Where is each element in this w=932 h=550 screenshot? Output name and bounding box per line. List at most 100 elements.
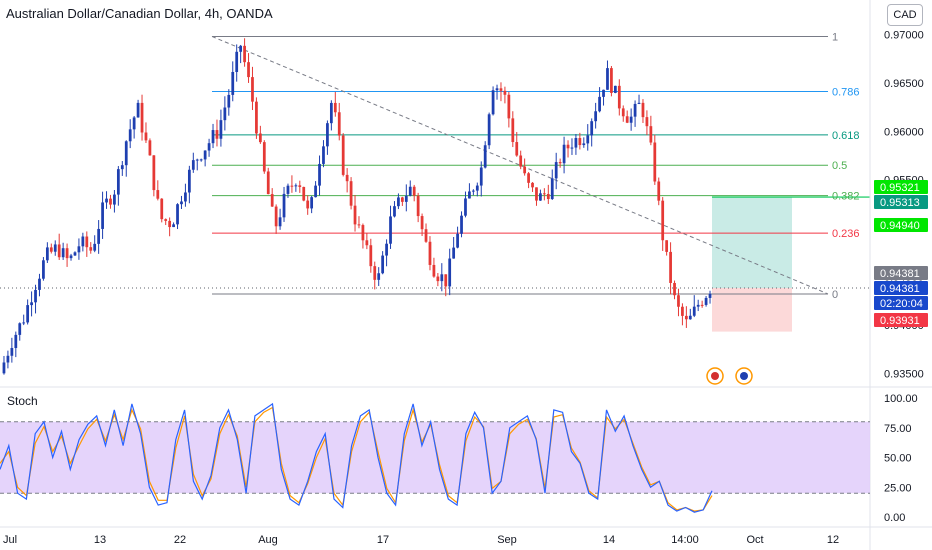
flag-center-icon — [711, 372, 719, 380]
candle-body — [511, 118, 515, 143]
candle-body — [554, 162, 558, 179]
candle-body — [499, 88, 503, 91]
x-tick-label: Jul — [3, 534, 17, 546]
candle-body — [144, 132, 148, 141]
fib-level-label: 0.618 — [832, 130, 860, 142]
fib-level-label: 0.382 — [832, 191, 860, 203]
candle-body — [329, 102, 333, 124]
candle-body — [113, 194, 116, 205]
candle-body — [357, 224, 361, 226]
candle-body — [586, 135, 590, 144]
candle-body — [444, 274, 448, 287]
candle-body — [326, 123, 329, 147]
candle-body — [602, 89, 605, 97]
candle-body — [412, 186, 416, 196]
candle-body — [385, 243, 388, 256]
candle-body — [164, 219, 168, 221]
stoch-tick-label: 75.00 — [884, 423, 912, 435]
candle-body — [665, 240, 669, 252]
candle-body — [120, 165, 124, 170]
candle-body — [30, 302, 33, 306]
candle-body — [629, 116, 633, 123]
candle-body — [247, 62, 250, 78]
price-tag-box — [874, 218, 928, 232]
candle-body — [562, 144, 566, 164]
candle-body — [404, 195, 408, 202]
candle-body — [93, 243, 97, 251]
candle-body — [349, 181, 353, 206]
candle-body — [168, 220, 172, 228]
candle-body — [239, 45, 243, 52]
event-icons[interactable] — [706, 367, 753, 385]
candle-body — [645, 117, 649, 127]
candle-body — [408, 186, 412, 196]
candle-body — [381, 255, 385, 274]
candle-body — [215, 130, 219, 139]
stoch-tick-label: 0.00 — [884, 512, 905, 524]
price-tag-box — [874, 281, 928, 295]
candle-body — [18, 323, 22, 335]
currency-button[interactable]: CAD — [887, 4, 923, 26]
candle-body — [452, 247, 456, 259]
candle-body — [38, 278, 41, 290]
candle-body — [45, 247, 49, 261]
candle-body — [633, 103, 637, 117]
candle-body — [613, 85, 617, 93]
candle-body — [49, 247, 53, 252]
candle-body — [369, 245, 373, 267]
candle-body — [708, 293, 712, 298]
time-axis[interactable]: Jul 13 22 Aug 17 Sep 14 14:00 Oct 12 — [3, 534, 839, 546]
y-tick-label: 0.96000 — [884, 126, 924, 138]
price-tag-label: 0.94381 — [880, 268, 920, 280]
candle-body — [105, 198, 108, 203]
candle-body — [531, 182, 534, 188]
candle-body — [243, 45, 246, 63]
x-tick-label: Aug — [258, 534, 278, 546]
candle-body — [389, 216, 392, 244]
candle-body — [519, 155, 523, 167]
candle-body — [491, 90, 495, 115]
candle-body — [148, 140, 152, 156]
candle-body — [109, 198, 112, 205]
candle-body — [582, 143, 586, 146]
candle-body — [318, 163, 321, 186]
candle-body — [456, 233, 459, 248]
stoch-label: Stoch — [7, 394, 38, 408]
candle-body — [172, 224, 175, 228]
y-tick-label: 0.93500 — [884, 368, 924, 380]
candle-body — [649, 126, 653, 143]
candle-body — [487, 114, 491, 146]
stoch-tick-label: 25.00 — [884, 482, 912, 494]
candle-body — [207, 143, 211, 151]
candle-body — [61, 248, 65, 258]
candle-body — [314, 185, 317, 198]
x-tick-label: 12 — [827, 534, 839, 546]
fib-retracement[interactable]: 1 0.786 0.618 0.5 0.382 0.236 0 — [0, 31, 870, 301]
candle-body — [428, 241, 432, 265]
candle-body — [333, 102, 337, 113]
candle-body — [574, 138, 578, 148]
candle-body — [598, 96, 601, 112]
x-tick-label: Oct — [746, 534, 763, 546]
candle-body — [550, 178, 554, 200]
candle-body — [258, 133, 262, 143]
candle-body — [684, 315, 688, 320]
candle-body — [688, 315, 692, 320]
candle-body — [507, 94, 511, 119]
candle-body — [436, 276, 440, 282]
price-tag-label: 0.94940 — [880, 220, 920, 232]
price-tag-box — [874, 266, 928, 280]
candle-body — [460, 215, 463, 234]
fib-level-label: 1 — [832, 31, 838, 43]
candle-body — [468, 191, 471, 199]
candle-body — [180, 201, 183, 205]
candle-body — [53, 244, 57, 252]
position-tool[interactable] — [712, 196, 870, 332]
candle-body — [85, 236, 89, 248]
candle-body — [535, 187, 538, 201]
candle-body — [373, 266, 377, 280]
candle-body — [278, 217, 282, 227]
candle-body — [625, 116, 629, 123]
candle-body — [101, 202, 104, 229]
